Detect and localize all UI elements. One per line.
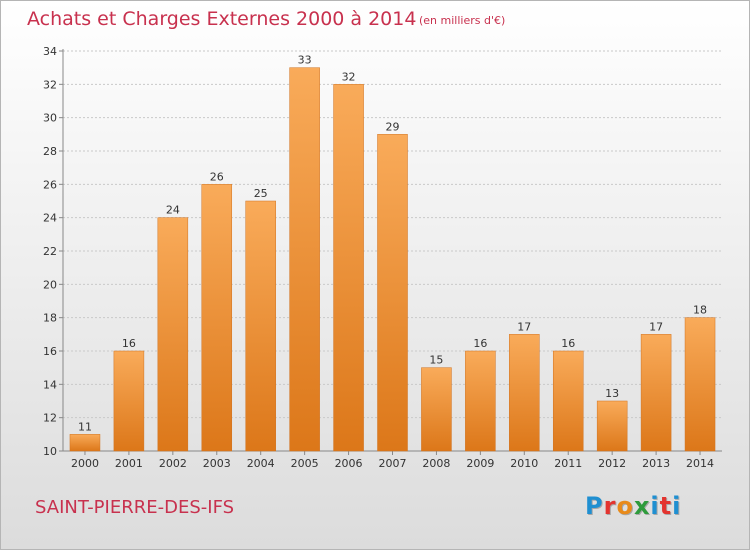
bar-2007 — [377, 134, 408, 452]
bar-2002 — [157, 217, 189, 452]
y-tick-labels: 10 12 14 16 18 20 22 24 26 28 30 32 34 — [43, 45, 57, 458]
bar-2000 — [69, 434, 101, 452]
bar-2009 — [465, 350, 496, 452]
x-tick-label: 2011 — [554, 457, 582, 470]
x-tick-label: 2001 — [115, 457, 143, 470]
data-label: 18 — [693, 304, 707, 317]
data-label: 26 — [210, 170, 224, 183]
x-tick-label: 2000 — [71, 457, 99, 470]
x-tick-labels: 2000 2001 2002 2003 2004 2005 2006 2007 2008 2009… — [71, 457, 714, 470]
unit-label: (en milliers d'€) — [419, 14, 506, 27]
x-tick-label: 2010 — [510, 457, 538, 470]
y-tick-label: 18 — [43, 312, 57, 325]
y-tick-label: 34 — [43, 45, 57, 58]
bar-2013 — [640, 334, 672, 452]
x-tick-label: 2014 — [686, 457, 714, 470]
data-label: 15 — [429, 354, 443, 367]
x-tick-label: 2008 — [422, 457, 450, 470]
y-tick-label: 32 — [43, 78, 57, 91]
data-label: 29 — [386, 120, 400, 133]
x-tick-label: 2005 — [291, 457, 319, 470]
place-name: SAINT-PIERRE-DES-IFS — [35, 497, 235, 518]
bar-2012 — [596, 400, 628, 452]
x-tick-label: 2012 — [598, 457, 626, 470]
data-label: 17 — [517, 320, 531, 333]
data-label: 32 — [342, 70, 356, 83]
bar-2008 — [421, 367, 452, 452]
x-tick-label: 2007 — [379, 457, 407, 470]
x-tick-label: 2006 — [335, 457, 363, 470]
x-tick-label: 2009 — [466, 457, 494, 470]
y-tick-label: 16 — [43, 345, 57, 358]
bar-2003 — [201, 184, 233, 452]
x-tick-label: 2003 — [203, 457, 231, 470]
data-label: 33 — [298, 54, 312, 67]
proxiti-logo: Proxiti — [585, 492, 682, 520]
chart-title: Achats et Charges Externes 2000 à 2014 — [27, 8, 417, 30]
y-tick-label: 20 — [43, 278, 57, 291]
bar-2004 — [245, 200, 276, 452]
bar-2010 — [509, 334, 540, 452]
y-tick-label: 26 — [43, 178, 57, 191]
bar-2001 — [113, 350, 145, 452]
x-tick-label: 2013 — [642, 457, 670, 470]
x-tick-label: 2002 — [159, 457, 187, 470]
bar-2011 — [552, 350, 584, 452]
data-labels: 11 16 24 26 25 33 32 29 15 16 17 16 13 17 18 — [78, 54, 707, 434]
y-tick-label: 22 — [43, 245, 57, 258]
y-tick-label: 24 — [43, 212, 57, 225]
x-tick-label: 2004 — [247, 457, 275, 470]
bar-2005 — [289, 67, 320, 452]
y-tick-label: 14 — [43, 378, 57, 391]
data-label: 13 — [605, 387, 619, 400]
data-label: 11 — [78, 420, 92, 433]
data-label: 16 — [561, 337, 575, 350]
y-tick-label: 30 — [43, 112, 57, 125]
data-label: 16 — [473, 337, 487, 350]
data-label: 17 — [649, 320, 663, 333]
y-tick-label: 12 — [43, 412, 57, 425]
data-label: 16 — [122, 337, 136, 350]
bar-2006 — [333, 84, 364, 452]
y-tick-label: 10 — [43, 445, 57, 458]
data-label: 24 — [166, 204, 180, 217]
bar-2014 — [684, 317, 716, 452]
y-tick-label: 28 — [43, 145, 57, 158]
data-label: 25 — [254, 187, 268, 200]
bars — [69, 67, 716, 452]
